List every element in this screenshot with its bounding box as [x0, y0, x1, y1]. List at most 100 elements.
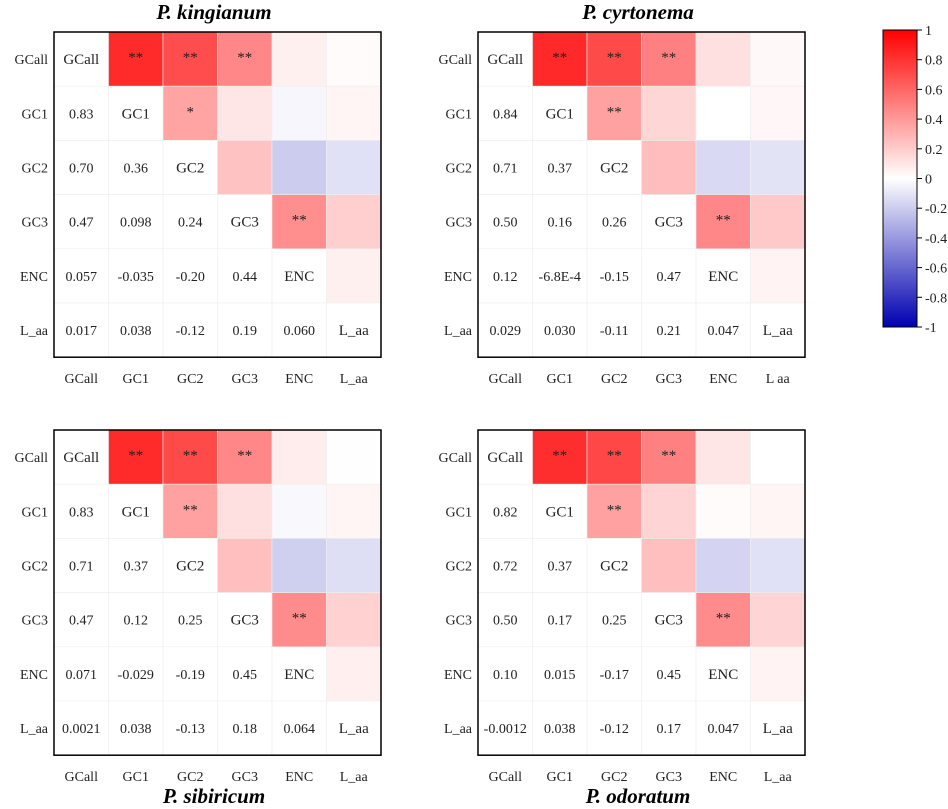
x-tick-label: GC2: [601, 372, 627, 387]
correlation-value: 0.047: [708, 722, 740, 737]
correlation-value: -0.0012: [484, 722, 527, 737]
heatmap-cell: [750, 248, 806, 304]
heatmap-cell: [750, 85, 806, 141]
heatmap-cell: [326, 700, 382, 756]
y-tick-label: GCall: [439, 451, 473, 466]
significance-marker: **: [661, 50, 676, 66]
correlation-value: 0.84: [493, 107, 518, 122]
x-tick-label: ENC: [709, 770, 737, 785]
heatmap-panel: P. cyrtonema GCall ** ** ** 0.84 GC1 ** 0.71 0.37…: [439, 0, 806, 387]
heatmap-cell: [271, 140, 327, 195]
y-tick-label: GC2: [446, 162, 472, 177]
heatmap-cell: [53, 85, 109, 141]
y-tick-label: GC3: [22, 216, 48, 231]
heatmap-cell: [108, 646, 164, 702]
heatmap-cell: [326, 646, 382, 702]
significance-marker: **: [237, 50, 252, 66]
heatmap-panel: P. sibiricum GCall ** ** ** 0.83 GC1 ** 0.71 0.37…: [15, 429, 382, 808]
heatmap-cell: [641, 140, 697, 195]
colorbar-tick-label: 0.4: [925, 113, 943, 128]
heatmap-cell: [162, 483, 218, 539]
heatmap-cell: [108, 429, 164, 485]
correlation-value: 0.060: [284, 324, 316, 339]
diagonal-label: GC1: [122, 504, 150, 520]
diagonal-label: ENC: [708, 269, 738, 285]
heatmap-cell: [108, 302, 164, 358]
y-tick-label: GC1: [446, 505, 472, 520]
y-tick-label: L_aa: [444, 324, 473, 339]
heatmap-cell: [108, 248, 164, 304]
heatmap-cell: [271, 248, 327, 304]
correlation-value: 0.030: [544, 324, 576, 339]
x-tick-label: GCall: [65, 372, 99, 387]
correlation-value: 0.72: [493, 560, 518, 575]
y-tick-label: L_aa: [20, 722, 49, 737]
x-tick-label: GC3: [656, 372, 682, 387]
panel-title: P. cyrtonema: [581, 0, 694, 24]
heatmap-cell: [695, 483, 751, 539]
colorbar-tick-label: -0.4: [925, 232, 947, 247]
y-tick-label: GCall: [439, 53, 473, 68]
heatmap-cell: [695, 700, 751, 756]
heatmap-cell: [326, 194, 382, 250]
heatmap-cell: [162, 194, 218, 250]
heatmap-cell: [586, 592, 642, 648]
heatmap-cell: [532, 700, 588, 756]
heatmap-cell: [750, 140, 806, 195]
correlation-value: 0.015: [544, 668, 576, 683]
panel-title: P. sibiricum: [162, 784, 265, 808]
x-tick-label: GC1: [123, 770, 149, 785]
correlation-value: -0.029: [118, 668, 154, 683]
heatmap-cell: [641, 592, 697, 648]
x-tick-label: L_aa: [340, 372, 369, 387]
correlation-value: 0.45: [657, 668, 682, 683]
heatmap-cell: [53, 429, 109, 485]
y-tick-label: L_aa: [20, 324, 49, 339]
heatmap-cell: [217, 194, 273, 250]
y-tick-label: GC3: [22, 614, 48, 629]
diagonal-label: GC3: [231, 613, 259, 629]
colorbar-tick-label: 0: [925, 173, 932, 188]
heatmap-cell: [532, 483, 588, 539]
correlation-value: 0.12: [124, 614, 149, 629]
heatmap-cell: [53, 483, 109, 539]
heatmap-cell: [162, 248, 218, 304]
correlation-value: 0.064: [284, 722, 316, 737]
diagonal-label: ENC: [284, 667, 314, 683]
significance-marker: **: [183, 502, 198, 518]
x-tick-label: L aa: [766, 372, 791, 387]
heatmap-cell: [641, 248, 697, 304]
diagonal-label: GCall: [63, 450, 99, 466]
heatmap-cell: [641, 700, 697, 756]
correlation-value: 0.038: [120, 722, 152, 737]
heatmap-cell: [217, 31, 273, 87]
heatmap-cell: [477, 646, 533, 702]
heatmap-cell: [586, 700, 642, 756]
correlation-value: 0.47: [69, 614, 94, 629]
correlation-value: -0.20: [176, 270, 205, 285]
colorbar-tick-label: -0.8: [925, 291, 947, 306]
correlation-value: 0.83: [69, 107, 94, 122]
heatmap-cell: [271, 194, 327, 250]
heatmap-cell: [641, 538, 697, 593]
heatmap-cell: [532, 646, 588, 702]
correlation-value: -0.11: [600, 324, 629, 339]
heatmap-cell: [695, 248, 751, 304]
panel-border: [477, 429, 806, 756]
diagonal-label: GC1: [122, 106, 150, 122]
x-tick-label: GC3: [656, 770, 682, 785]
y-tick-label: ENC: [20, 270, 48, 285]
heatmap-cell: [271, 302, 327, 358]
heatmap-cell: [217, 140, 273, 195]
heatmap-cell: [326, 429, 382, 485]
heatmap-cell: [641, 483, 697, 539]
diagonal-label: GC1: [546, 106, 574, 122]
heatmap-cell: [586, 31, 642, 87]
correlation-value: -0.17: [600, 668, 629, 683]
colorbar-tick-label: -0.2: [925, 202, 947, 217]
correlation-value: 0.44: [233, 270, 258, 285]
heatmap-cell: [326, 248, 382, 304]
heatmap-cell: [641, 31, 697, 87]
correlation-value: 0.25: [602, 614, 627, 629]
panel-title: P. odoratum: [585, 784, 691, 808]
